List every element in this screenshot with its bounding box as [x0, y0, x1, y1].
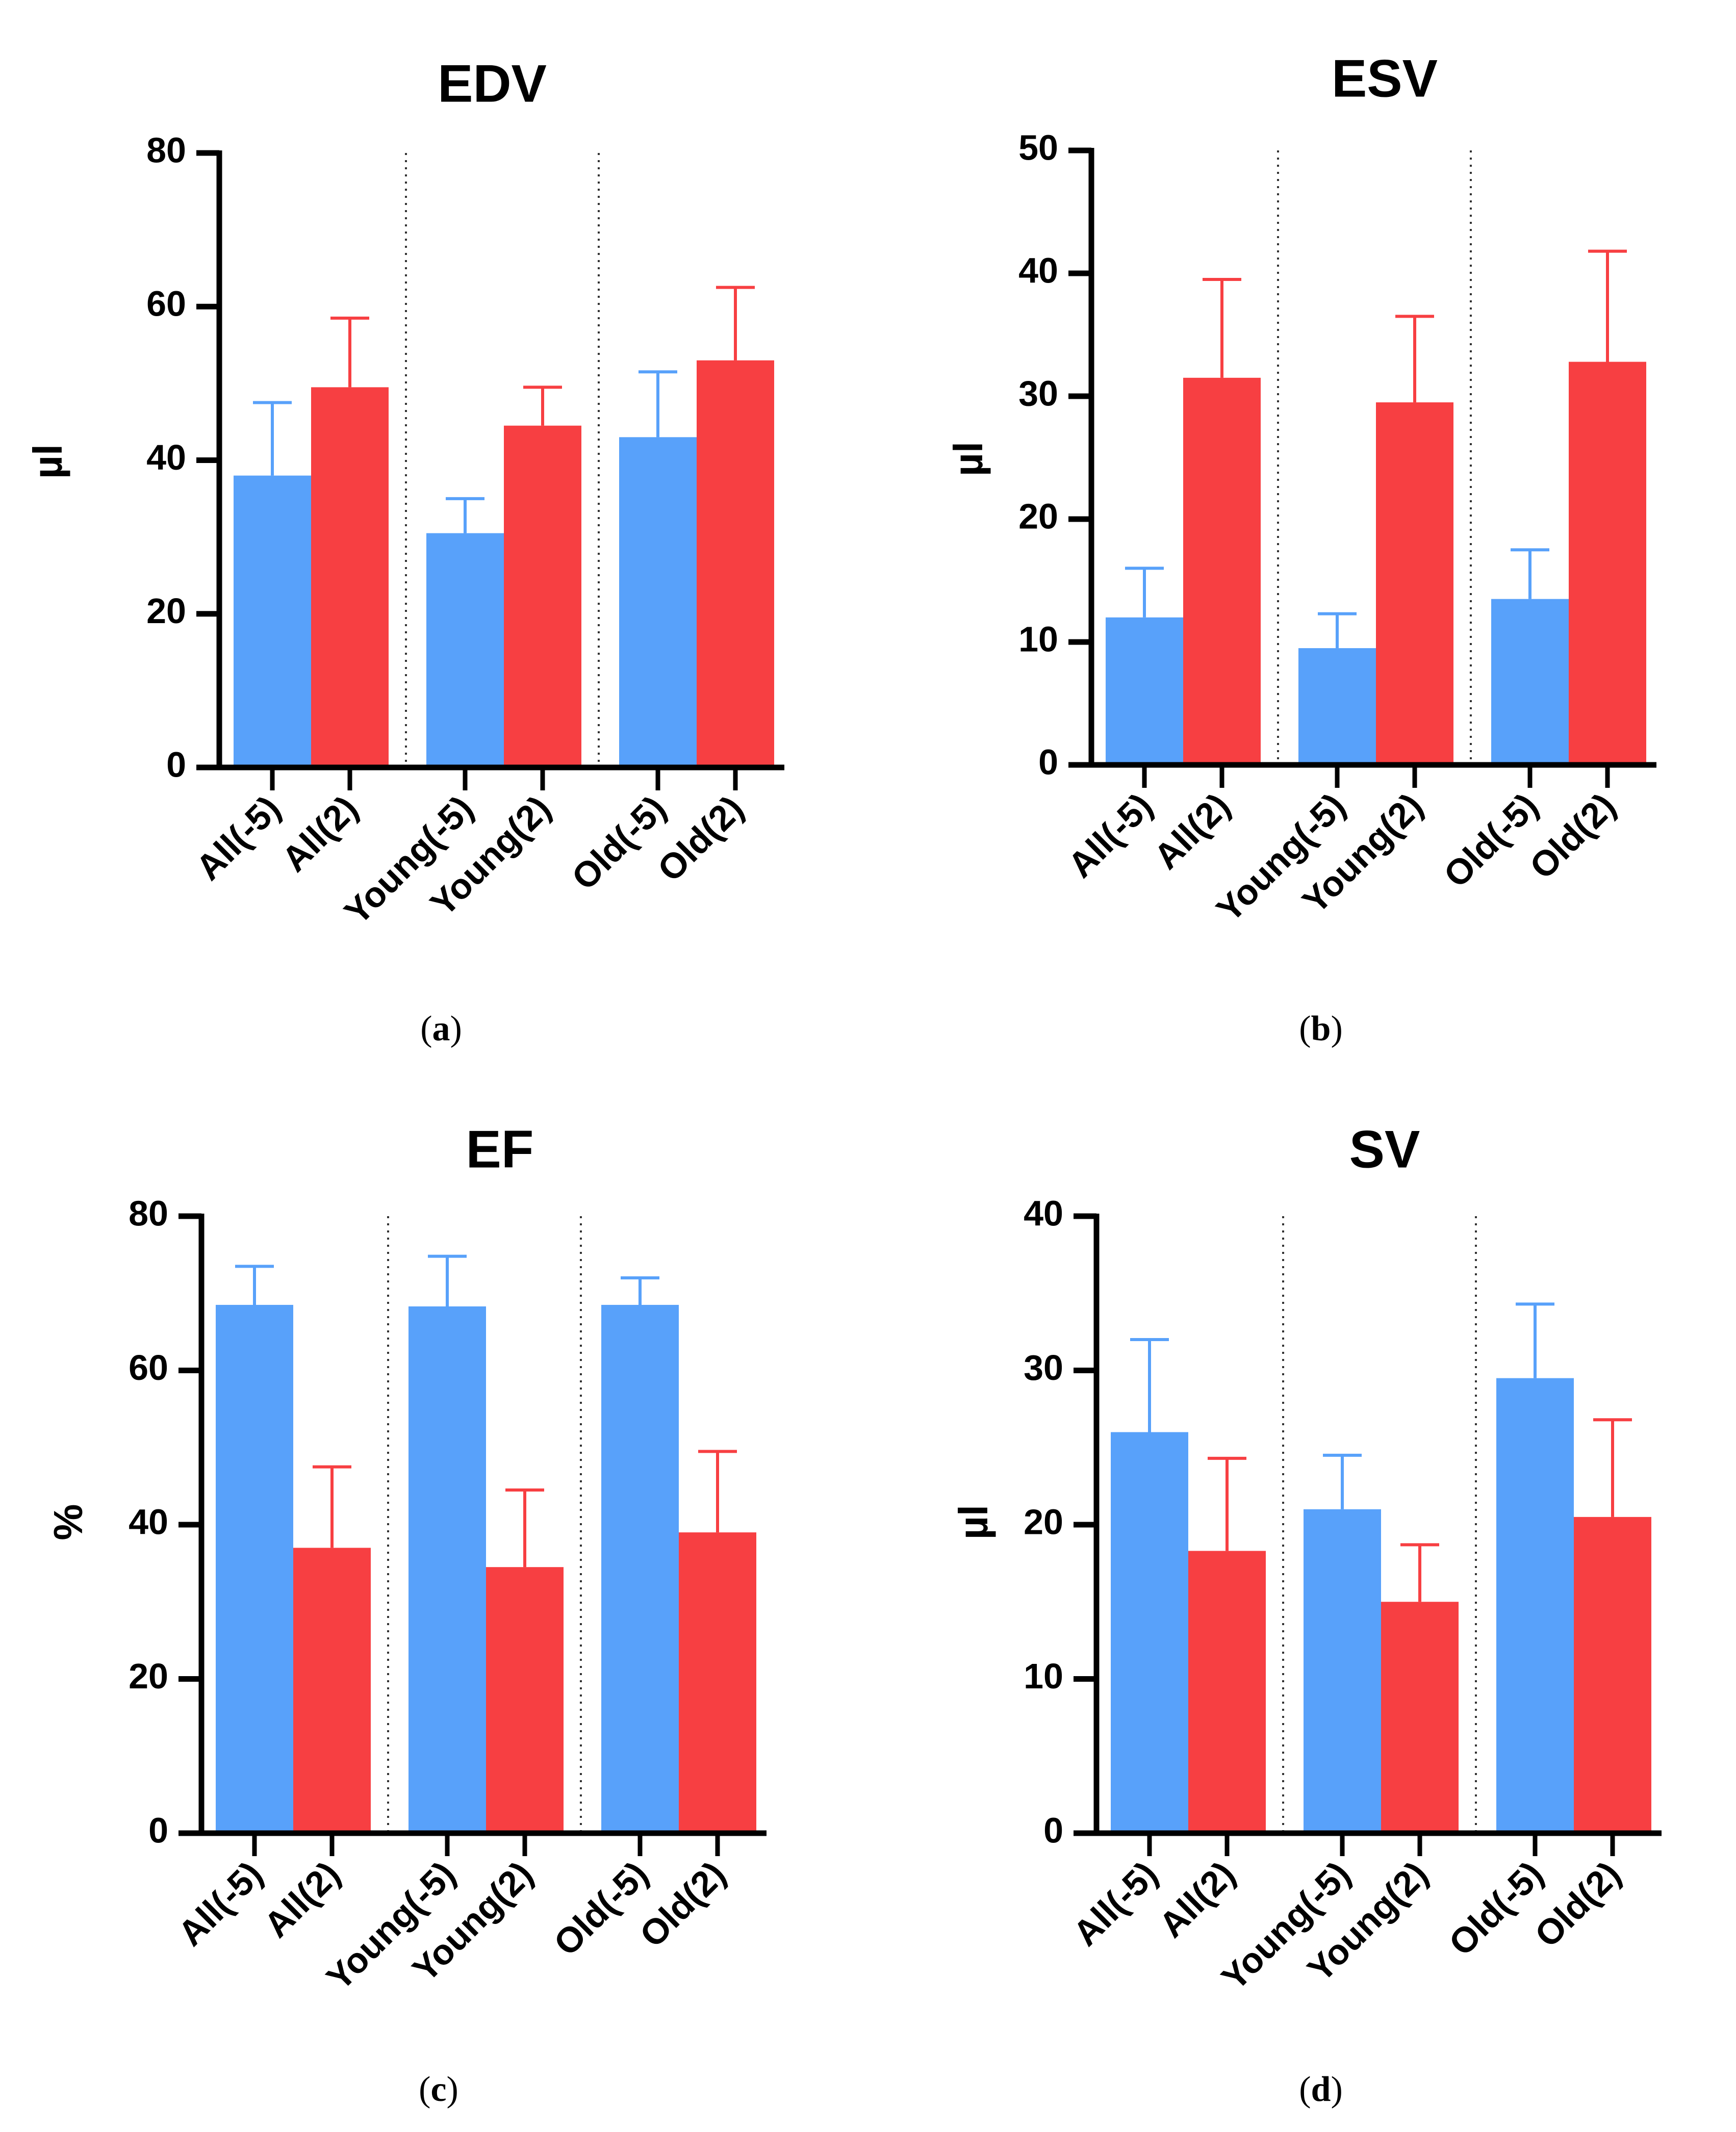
- bar-young-2: [486, 1567, 564, 1833]
- x-tick-label: Old(-5): [564, 788, 674, 897]
- panel-label: (a): [420, 1009, 462, 1048]
- bar-old-minus5: [1491, 599, 1569, 765]
- y-tick-label: 30: [1018, 373, 1058, 413]
- y-tick-label: 20: [146, 591, 186, 631]
- chart-title: SV: [1349, 1120, 1420, 1179]
- x-tick-label: All(2): [1152, 1854, 1243, 1945]
- x-tick-label: All(2): [1146, 785, 1238, 877]
- chart-panel-d: SVµl010203040All(-5)All(2)Young(-5)Young…: [951, 1120, 1662, 2109]
- chart-panel-b: ESVµl01020304050All(-5)All(2)Young(-5)Yo…: [946, 49, 1656, 1048]
- bar-all-2: [293, 1548, 371, 1833]
- y-tick-label: 20: [129, 1656, 168, 1696]
- bar-old-2: [679, 1532, 756, 1833]
- x-tick-label: All(-5): [1060, 785, 1160, 885]
- bar-old-2: [1574, 1517, 1651, 1833]
- y-tick-label: 80: [129, 1193, 168, 1233]
- bar-young-minus5: [409, 1306, 486, 1833]
- bar-old-2: [1569, 362, 1646, 765]
- bar-young-2: [504, 425, 581, 767]
- y-tick-label: 0: [148, 1810, 168, 1850]
- y-axis-label: µl: [25, 444, 70, 479]
- y-tick-label: 40: [1024, 1193, 1063, 1233]
- y-tick-label: 40: [1018, 250, 1058, 290]
- chart-panel-c: EF%020406080All(-5)All(2)Young(-5)Young(…: [45, 1120, 767, 2109]
- panel-label: (d): [1299, 2070, 1343, 2109]
- bar-all-2: [1183, 377, 1261, 765]
- y-tick-label: 80: [146, 130, 186, 170]
- x-tick-label: Old(2): [650, 788, 751, 889]
- x-tick-label: Old(2): [1522, 785, 1623, 886]
- y-tick-label: 0: [1038, 742, 1058, 782]
- y-tick-label: 40: [129, 1502, 168, 1542]
- bar-all-2: [1188, 1551, 1266, 1833]
- y-tick-label: 20: [1018, 496, 1058, 536]
- x-tick-label: All(-5): [1065, 1854, 1165, 1953]
- bar-young-minus5: [1304, 1509, 1381, 1833]
- y-axis-label: µl: [951, 1505, 996, 1539]
- bar-young-2: [1376, 402, 1453, 765]
- bar-old-2: [697, 360, 774, 767]
- y-tick-label: 0: [166, 744, 186, 784]
- y-tick-label: 60: [146, 284, 186, 324]
- bar-young-minus5: [1298, 648, 1376, 765]
- bar-young-2: [1381, 1602, 1459, 1833]
- x-tick-label: All(2): [274, 788, 366, 879]
- bar-all-minus5: [216, 1304, 293, 1833]
- x-tick-label: Old(-5): [546, 1854, 656, 1963]
- y-tick-label: 10: [1024, 1656, 1063, 1696]
- chart-panel-a: EDVµl020406080All(-5)All(2)Young(-5)Youn…: [25, 54, 784, 1048]
- y-tick-label: 10: [1018, 619, 1058, 659]
- x-tick-label: All(-5): [188, 788, 288, 887]
- x-tick-label: All(-5): [170, 1854, 270, 1953]
- y-tick-label: 60: [129, 1348, 168, 1388]
- x-tick-label: All(2): [257, 1854, 348, 1945]
- x-tick-label: Old(2): [632, 1854, 733, 1955]
- y-tick-label: 20: [1024, 1502, 1063, 1542]
- chart-title: EF: [466, 1120, 534, 1179]
- panel-label: (b): [1299, 1009, 1343, 1048]
- bar-old-minus5: [1496, 1378, 1574, 1833]
- bar-all-minus5: [234, 475, 311, 767]
- x-tick-label: Old(-5): [1441, 1854, 1551, 1963]
- bar-all-minus5: [1111, 1432, 1188, 1833]
- chart-title: EDV: [438, 54, 547, 113]
- bar-young-minus5: [426, 533, 504, 767]
- bar-old-minus5: [601, 1304, 679, 1833]
- y-axis-label: µl: [946, 442, 991, 476]
- y-tick-label: 30: [1024, 1348, 1063, 1388]
- bar-all-minus5: [1106, 617, 1183, 765]
- y-axis-label: %: [45, 1504, 91, 1540]
- x-tick-label: Old(2): [1527, 1854, 1628, 1955]
- chart-title: ESV: [1332, 49, 1438, 108]
- bar-old-minus5: [619, 437, 697, 767]
- bar-all-2: [311, 387, 389, 767]
- panel-label: (c): [419, 2070, 458, 2109]
- y-tick-label: 40: [146, 438, 186, 477]
- y-tick-label: 50: [1018, 127, 1058, 167]
- y-tick-label: 0: [1043, 1810, 1063, 1850]
- x-tick-label: Old(-5): [1436, 785, 1546, 895]
